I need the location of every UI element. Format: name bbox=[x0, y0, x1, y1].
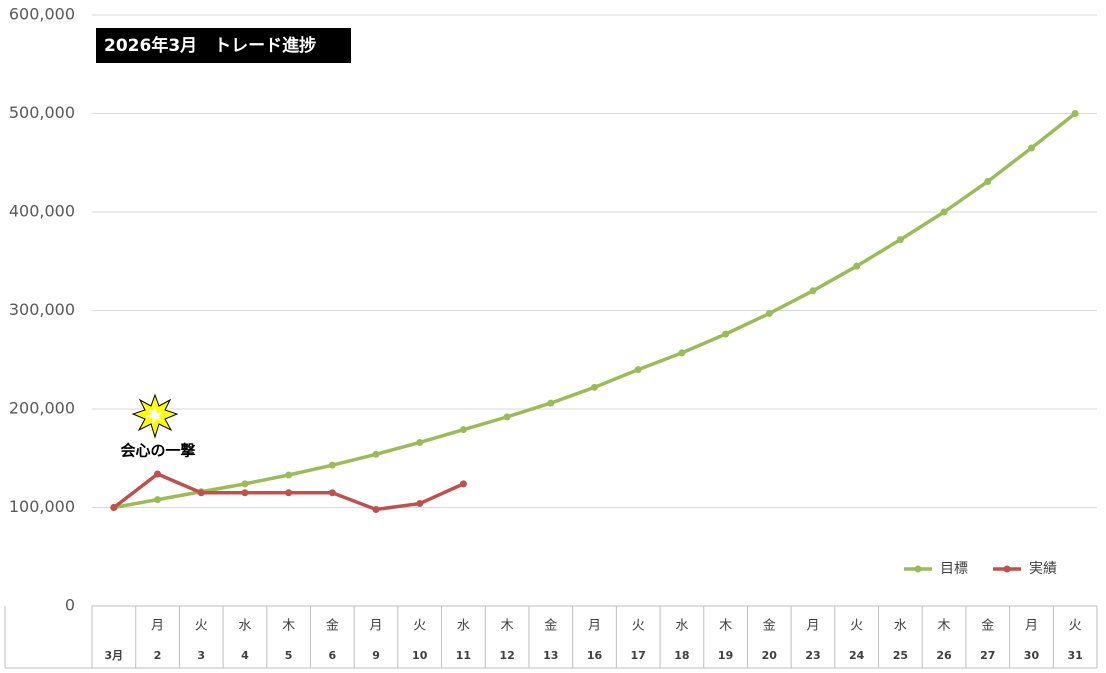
point bbox=[459, 480, 467, 488]
point bbox=[896, 236, 904, 244]
point bbox=[503, 413, 511, 421]
x-tick-label: 16 bbox=[587, 649, 603, 662]
point bbox=[154, 496, 162, 504]
x-tick-label: 12 bbox=[499, 649, 514, 662]
y-tick-label: 300,000 bbox=[9, 300, 75, 319]
x-tick-label: 17 bbox=[631, 649, 646, 662]
y-tick-label: 200,000 bbox=[9, 399, 75, 418]
y-tick-label: 400,000 bbox=[9, 202, 75, 221]
plot bbox=[110, 110, 1079, 513]
point bbox=[853, 262, 861, 270]
weekday-label: 水 bbox=[675, 619, 688, 634]
legend-marker bbox=[1003, 565, 1011, 573]
weekday-label: 金 bbox=[326, 618, 339, 634]
x-tick-label: 9 bbox=[372, 649, 380, 662]
weekday-label: 月 bbox=[588, 619, 601, 634]
legend: 目標 実績 bbox=[904, 561, 1057, 577]
point bbox=[678, 349, 686, 357]
point bbox=[328, 489, 336, 497]
weekday-label: 月 bbox=[151, 619, 164, 634]
x-tick-label: 13 bbox=[543, 649, 558, 662]
point bbox=[416, 438, 424, 446]
point bbox=[809, 287, 817, 295]
weekday-label: 木 bbox=[719, 619, 732, 634]
y-tick-label: 500,000 bbox=[9, 103, 75, 122]
point bbox=[110, 504, 118, 511]
x-tick-label: 19 bbox=[718, 649, 733, 662]
x-tick-label: 10 bbox=[412, 649, 428, 662]
category-axis: 3月 2 月 3 火 4 水 5 木 6 金 9 月 10 火 11 水 12 木 13 金 16 月 17 火 18 水 19 木 20… bbox=[4, 605, 1098, 669]
point bbox=[722, 330, 730, 338]
point bbox=[1027, 144, 1035, 152]
x-tick-label: 26 bbox=[936, 649, 952, 662]
weekday-label: 月 bbox=[1025, 619, 1038, 634]
x-tick-label: 4 bbox=[241, 649, 249, 662]
weekday-label: 火 bbox=[632, 619, 645, 634]
chart-title: 2026年3月 トレード進捗 bbox=[104, 35, 316, 56]
x-tick-label: 3月 bbox=[105, 649, 124, 662]
point bbox=[328, 461, 336, 469]
weekday-label: 水 bbox=[238, 619, 251, 634]
weekday-label: 木 bbox=[938, 619, 951, 634]
weekday-label: 火 bbox=[413, 619, 426, 634]
weekday-label: 水 bbox=[457, 619, 470, 634]
y-tick-label: 600,000 bbox=[9, 5, 75, 24]
point bbox=[285, 471, 293, 479]
point bbox=[1071, 110, 1079, 117]
x-tick-label: 30 bbox=[1024, 649, 1040, 662]
point bbox=[197, 489, 205, 497]
x-tick-label: 20 bbox=[762, 649, 778, 662]
x-tick-label: 24 bbox=[849, 649, 865, 662]
legend-label: 実績 bbox=[1029, 561, 1057, 577]
point bbox=[372, 450, 380, 458]
weekday-label: 火 bbox=[1069, 619, 1082, 634]
title-box bbox=[96, 28, 351, 63]
x-tick-label: 3 bbox=[197, 649, 205, 662]
weekday-label: 火 bbox=[850, 619, 863, 634]
x-tick-label: 18 bbox=[674, 649, 689, 662]
x-tick-label: 11 bbox=[456, 649, 471, 662]
x-tick-label: 5 bbox=[285, 649, 293, 662]
annotation: 会心の一撃 bbox=[120, 442, 195, 460]
point bbox=[372, 505, 380, 513]
x-tick-label: 25 bbox=[893, 649, 908, 662]
point bbox=[984, 177, 992, 185]
x-tick-label: 27 bbox=[980, 649, 995, 662]
point bbox=[634, 366, 642, 374]
x-tick-label: 23 bbox=[805, 649, 820, 662]
starburst-core bbox=[146, 407, 163, 424]
legend-marker bbox=[914, 565, 922, 573]
point bbox=[154, 470, 162, 478]
weekday-label: 金 bbox=[981, 618, 994, 634]
weekday-label: 月 bbox=[806, 619, 819, 634]
weekday-label: 月 bbox=[370, 619, 383, 634]
weekday-label: 水 bbox=[894, 619, 907, 634]
point bbox=[241, 480, 249, 488]
point bbox=[765, 309, 773, 317]
weekday-label: 金 bbox=[763, 618, 776, 634]
weekday-label: 金 bbox=[544, 618, 557, 634]
point bbox=[416, 500, 424, 508]
point bbox=[547, 399, 555, 407]
grid: 0 100,000 200,000 300,000 400,000 500,000 600,… bbox=[9, 5, 1097, 615]
point bbox=[459, 426, 467, 434]
point bbox=[241, 489, 249, 497]
x-tick-label: 6 bbox=[328, 649, 336, 662]
point bbox=[940, 208, 948, 216]
weekday-label: 木 bbox=[282, 619, 295, 634]
y-tick-label: 0 bbox=[65, 596, 75, 615]
y-tick-label: 100,000 bbox=[9, 497, 75, 516]
point bbox=[285, 489, 293, 497]
x-tick-label: 2 bbox=[154, 649, 162, 662]
legend-label: 目標 bbox=[940, 561, 968, 577]
point bbox=[591, 383, 598, 391]
weekday-label: 火 bbox=[195, 619, 208, 634]
x-tick-label: 31 bbox=[1067, 649, 1082, 662]
weekday-label: 木 bbox=[501, 619, 514, 634]
